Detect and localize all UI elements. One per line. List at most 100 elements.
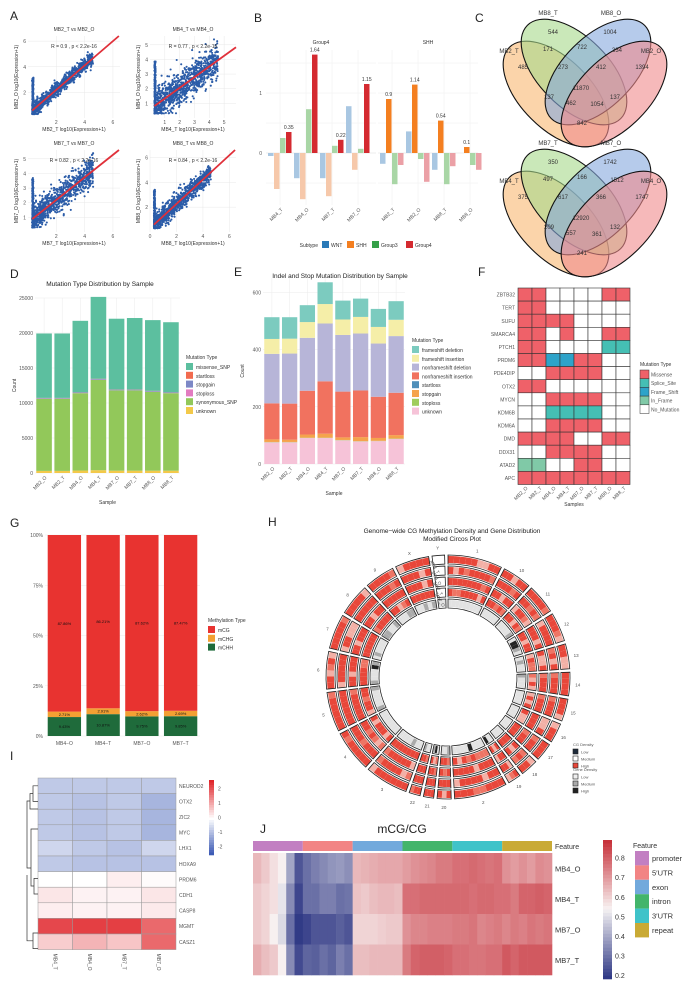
scatter-point: [171, 215, 174, 218]
scatter-point: [216, 50, 219, 53]
x-tick-label: MB4_O: [296, 466, 312, 482]
mutation-cell: [545, 444, 561, 459]
x-tick-label: MB4_T: [269, 207, 285, 223]
scatter-point: [53, 187, 56, 190]
bar-segment-frameshift-insertion: [264, 338, 280, 354]
scatter-point: [200, 188, 203, 191]
scatter-point: [33, 223, 36, 226]
legend-label: stopgain: [196, 383, 215, 389]
bar-segment-unknown: [72, 470, 89, 473]
mutation-cell: [517, 379, 533, 394]
scatter-point: [65, 202, 68, 205]
scatter-point: [73, 192, 76, 195]
scatter-point: [36, 101, 39, 104]
gene-label: SMARCA4: [491, 332, 515, 338]
scatter-point: [199, 56, 202, 59]
scatter-point: [89, 69, 92, 72]
bar-wnt-MB7_T: [320, 153, 326, 179]
scatter-point: [50, 86, 53, 89]
bar-segment-unknown: [163, 470, 179, 473]
bar-segment-missense_SNP: [163, 322, 179, 393]
scatter-point: [44, 91, 47, 94]
scatter-point: [195, 195, 198, 198]
legend-swatch: [412, 398, 419, 406]
scatter-point: [42, 190, 45, 193]
data-label: 9.85%: [175, 724, 187, 729]
mutation-cell: [545, 457, 561, 472]
mutation-cell: [517, 340, 533, 354]
h-subtitle: Modified Circos Plot: [423, 536, 481, 543]
x-tick-label: MB4−T: [95, 741, 111, 747]
scatter-point: [49, 89, 52, 92]
bar-segment-unknown: [335, 440, 351, 464]
scatter-point: [73, 65, 76, 68]
legend-label: Group4: [415, 243, 432, 249]
scatter-point: [177, 77, 180, 80]
scatter-point: [56, 194, 59, 197]
bar-segment-missense_SNP: [54, 333, 70, 398]
scatter-point: [67, 176, 70, 179]
scatter-point: [171, 82, 174, 85]
scatter-point: [167, 99, 170, 102]
bar-segment-stopgain: [299, 434, 316, 438]
mutation-cell: [559, 379, 575, 394]
bar-group4-MB2_T: [398, 153, 404, 165]
scatter-point: [202, 73, 205, 76]
mutation-cell: [615, 418, 631, 433]
scatter-point: [47, 98, 51, 101]
bar-segment-frameshift-deletion: [317, 282, 333, 305]
scatter-point: [36, 96, 39, 99]
scatter-point: [169, 68, 172, 71]
venn-count: 1394: [635, 65, 649, 71]
mutation-cell: [601, 379, 617, 394]
legend-swatch: [412, 372, 419, 380]
scatter-point: [69, 191, 72, 195]
scatter-point: [208, 55, 211, 58]
bar-wnt-MB8_T: [432, 153, 438, 170]
scatter-point: [165, 87, 168, 90]
scatter-point: [176, 206, 179, 209]
x-tick-label: MB7_O: [346, 207, 362, 223]
scatter-point: [193, 68, 196, 71]
gene-label: OTX2: [502, 384, 515, 390]
y-tick-label: 6: [145, 155, 148, 161]
scatter-point: [183, 187, 186, 190]
scatter-point: [47, 91, 50, 94]
venn-count: 462: [566, 101, 577, 107]
mutation-cell: [545, 379, 561, 394]
scatter-point: [38, 97, 41, 100]
venn-set-label: MB2_T: [499, 49, 519, 55]
scatter-point: [195, 60, 198, 63]
mutation-cell: [573, 313, 589, 328]
bar-segment-stopgain: [36, 398, 52, 399]
scatter-point: [200, 80, 203, 83]
scatter-point: [207, 179, 210, 182]
scatter-point: [31, 80, 35, 83]
x-tick-label: MB7_O: [331, 466, 347, 482]
panel-label-g: G: [10, 516, 19, 530]
scatter-point: [165, 216, 168, 220]
scatter-point: [74, 198, 77, 201]
bar-segment-frameshift-insertion: [335, 319, 351, 335]
mutation-cell: [601, 366, 617, 381]
bar-segment-nonframeshift-deletion: [388, 336, 404, 393]
scatter-point: [70, 195, 73, 198]
scatter-point: [63, 176, 66, 179]
scatter-point: [170, 84, 174, 87]
x-tick-label: 2: [55, 234, 58, 240]
venn-count: 1054: [590, 102, 604, 108]
x-tick-label: MB7_T: [321, 207, 337, 223]
h-title: Genome−wide CG Methylation Density and G…: [364, 528, 541, 535]
bar-wnt-MB7_O: [346, 106, 352, 153]
bar-group3-MB2_O: [418, 153, 424, 159]
scatter-point: [65, 193, 68, 196]
scatter-point: [184, 71, 188, 74]
scatter-point: [197, 194, 201, 197]
mutation-cell: [573, 287, 589, 302]
scatter-point: [179, 183, 182, 186]
scatter-point: [53, 206, 56, 210]
data-label: 2.71%: [59, 712, 71, 717]
scatter-point: [35, 110, 38, 113]
scatter-point: [155, 217, 158, 221]
